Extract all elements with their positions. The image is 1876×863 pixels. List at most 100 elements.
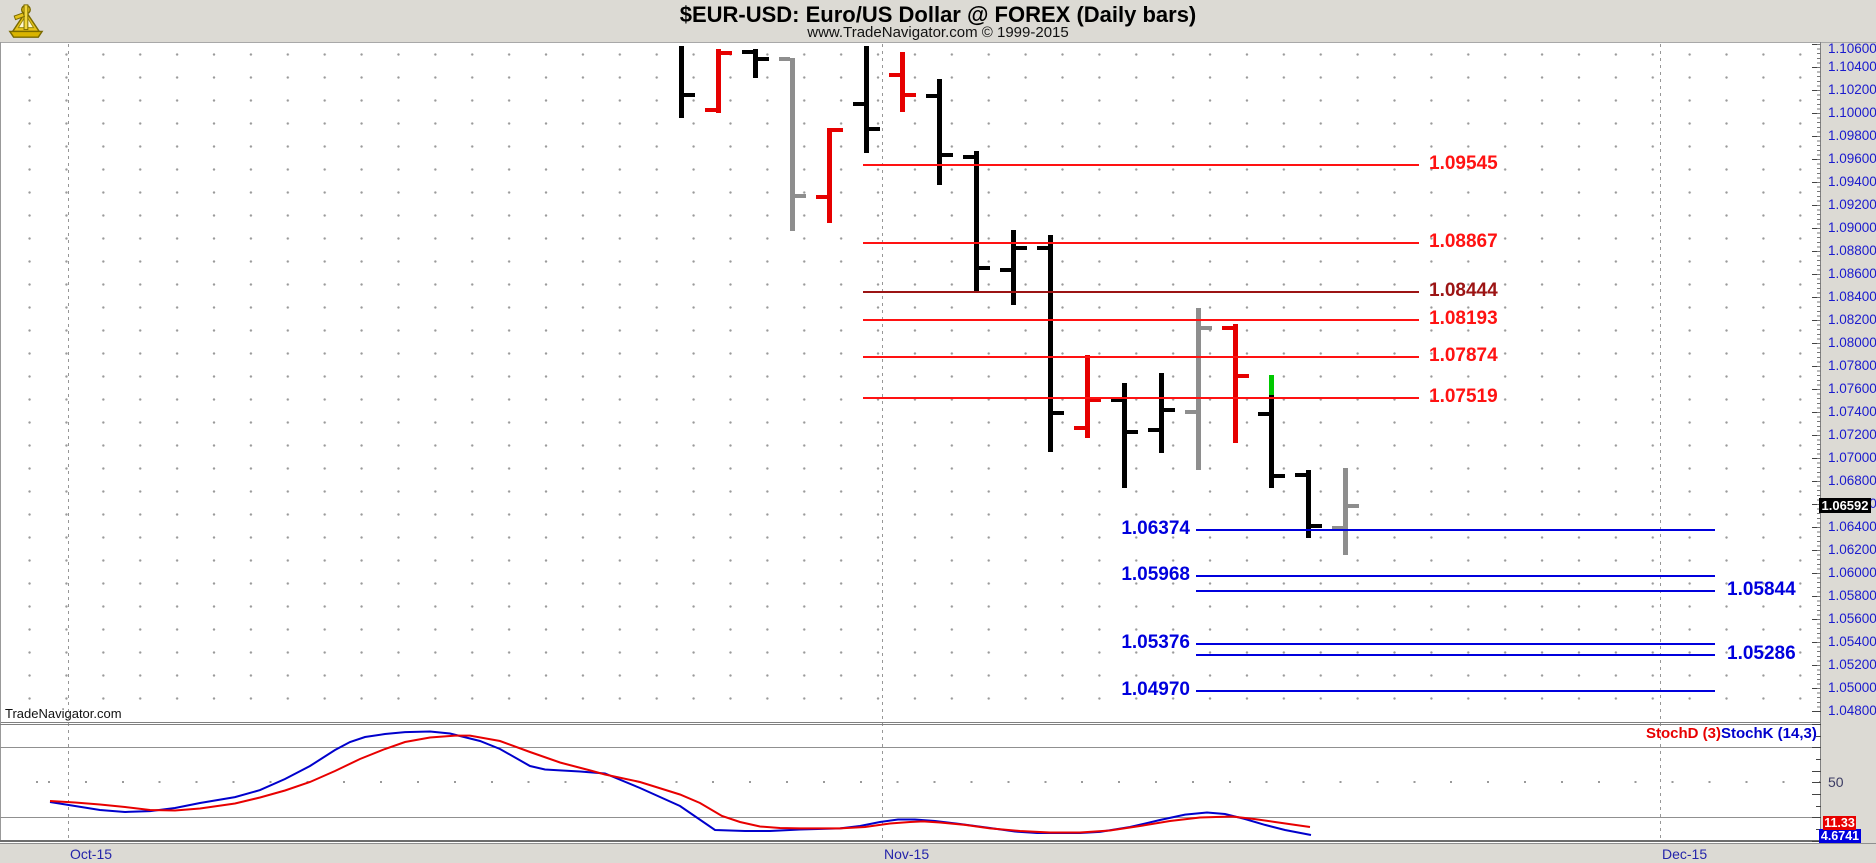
close-tick	[1201, 326, 1212, 330]
last-price-badge: 1.06592	[1819, 498, 1871, 513]
ohlc-bar	[900, 52, 905, 112]
ohlc-bar	[1011, 230, 1016, 305]
stoch-mid-level-label: 50	[1828, 774, 1844, 790]
trade-navigator-logo	[8, 4, 44, 38]
close-tick	[1127, 430, 1138, 434]
resistance-level-line[interactable]	[863, 242, 1419, 244]
close-tick	[758, 57, 769, 61]
price-axis-tick	[1812, 642, 1821, 643]
close-tick	[905, 93, 916, 97]
price-axis-label: 1.05600	[1828, 611, 1876, 626]
stochd-value-badge: 11.33	[1823, 816, 1856, 830]
price-axis-label: 1.08800	[1828, 243, 1876, 258]
stoch-axis-tick	[1812, 771, 1821, 772]
price-axis-tick	[1812, 90, 1821, 91]
resistance-level-label: 1.09545	[1429, 153, 1498, 174]
support-level-line[interactable]	[1196, 654, 1715, 656]
ohlc-bar	[1085, 355, 1090, 438]
stoch-axis-tick	[1816, 829, 1821, 830]
price-axis-tick	[1812, 44, 1821, 45]
date-label: Dec-15	[1662, 846, 1708, 862]
price-axis-tick	[1812, 136, 1821, 137]
close-tick	[942, 153, 953, 157]
stoch-level-20-line	[0, 817, 1820, 818]
price-axis-label: 1.09400	[1828, 174, 1876, 189]
open-tick	[705, 108, 716, 112]
price-axis-label: 1.06000	[1828, 565, 1876, 580]
price-axis-label: 1.05400	[1828, 634, 1876, 649]
ohlc-bar	[1196, 308, 1201, 470]
price-axis-label: 1.05800	[1828, 588, 1876, 603]
open-tick	[1148, 428, 1159, 432]
open-tick	[1074, 426, 1085, 430]
resistance-level-line[interactable]	[863, 356, 1419, 358]
support-level-label: 1.06374	[1121, 518, 1190, 539]
price-axis-label: 1.07600	[1828, 381, 1876, 396]
resistance-level-line[interactable]	[863, 319, 1419, 321]
price-axis-tick	[1812, 435, 1821, 436]
price-axis-label: 1.09200	[1828, 197, 1876, 212]
stoch-axis-tick	[1812, 794, 1821, 795]
open-tick	[1222, 326, 1233, 330]
price-axis-tick	[1812, 159, 1821, 160]
close-tick	[721, 51, 732, 55]
stoch-axis-tick	[1812, 782, 1821, 783]
close-tick	[684, 93, 695, 97]
open-tick	[1258, 412, 1269, 416]
price-axis-tick	[1812, 665, 1821, 666]
ohlc-bar	[1233, 324, 1238, 443]
close-tick	[1348, 504, 1359, 508]
ohlc-bar	[1306, 470, 1311, 538]
price-axis-label: 1.08400	[1828, 289, 1876, 304]
price-axis-label: 1.10400	[1828, 59, 1876, 74]
close-tick	[1238, 374, 1249, 378]
open-tick	[926, 94, 937, 98]
price-axis-minor-ticks	[1817, 44, 1821, 711]
open-tick	[1295, 473, 1306, 477]
stochk-legend: StochK (14,3)	[1721, 725, 1817, 742]
open-tick	[816, 195, 827, 199]
price-axis-background	[1821, 42, 1876, 843]
price-axis-label: 1.10600	[1828, 41, 1876, 56]
month-gridline	[1660, 44, 1661, 841]
support-level-line[interactable]	[1196, 575, 1715, 577]
ohlc-bar	[1269, 375, 1274, 488]
support-level-line[interactable]	[1196, 643, 1715, 645]
close-tick	[795, 194, 806, 198]
support-level-label: 1.05968	[1121, 564, 1190, 585]
price-axis-label: 1.06800	[1828, 473, 1876, 488]
price-axis-label: 1.09600	[1828, 151, 1876, 166]
close-tick	[1053, 411, 1064, 415]
stoch-axis-tick	[1816, 759, 1821, 760]
open-tick	[1185, 410, 1196, 414]
date-axis-strip[interactable]	[0, 843, 1876, 863]
ohlc-bar-green-cap	[1269, 375, 1274, 395]
support-level-line[interactable]	[1196, 529, 1715, 531]
price-axis-label: 1.09800	[1828, 128, 1876, 143]
resistance-level-line[interactable]	[863, 397, 1419, 399]
grid-dots	[0, 44, 1820, 720]
price-axis-label: 1.08600	[1828, 266, 1876, 281]
price-axis-tick	[1812, 527, 1821, 528]
price-axis-tick	[1812, 297, 1821, 298]
price-axis-label: 1.08000	[1828, 335, 1876, 350]
ohlc-bar	[974, 151, 979, 293]
ohlc-bar	[827, 128, 832, 223]
ohlc-bar	[1159, 373, 1164, 453]
price-axis-tick	[1812, 596, 1821, 597]
price-axis-label: 1.09000	[1828, 220, 1876, 235]
open-tick	[1332, 526, 1343, 530]
close-tick	[1090, 398, 1101, 402]
support-level-line[interactable]	[1196, 590, 1715, 592]
price-axis-label: 1.10200	[1828, 82, 1876, 97]
support-level-line[interactable]	[1196, 690, 1715, 692]
resistance-level-line[interactable]	[863, 164, 1419, 166]
close-tick	[979, 266, 990, 270]
title-bar: $EUR-USD: Euro/US Dollar @ FOREX (Daily …	[0, 0, 1876, 42]
price-axis-label: 1.06400	[1828, 519, 1876, 534]
stoch-axis-tick	[1812, 724, 1821, 725]
price-axis-label: 1.07800	[1828, 358, 1876, 373]
resistance-level-line[interactable]	[863, 291, 1419, 293]
price-axis-label: 1.10000	[1828, 105, 1876, 120]
